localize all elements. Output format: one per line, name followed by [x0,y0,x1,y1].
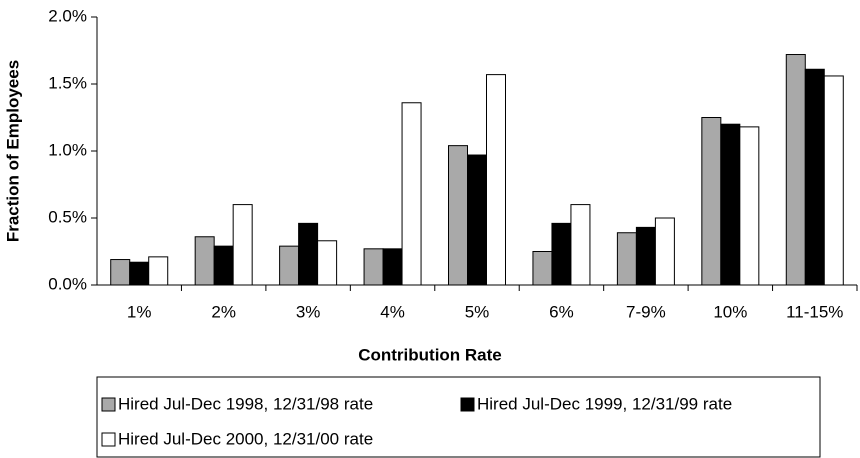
bar [616,232,637,286]
bar [785,54,806,286]
x-tick-label: 7-9% [626,302,666,321]
x-tick-label: 2% [211,302,236,321]
bar [739,126,760,286]
y-tick-label: 1.0% [48,140,87,159]
bar [213,245,234,286]
bar [382,248,403,286]
bar [110,259,131,286]
y-tick-label: 2.0% [48,6,87,25]
bar [467,154,487,286]
bar [279,245,300,286]
x-tick-label: 6% [549,302,574,321]
legend-label: Hired Jul-Dec 1999, 12/31/99 rate [477,394,732,413]
bar [654,217,675,286]
bar [804,68,825,286]
x-axis-title: Contribution Rate [358,345,502,364]
y-tick-label: 0.0% [48,274,87,293]
x-tick-label: 10% [713,302,747,321]
y-axis-title: Fraction of Employees [3,60,22,242]
x-tick-label: 1% [127,302,152,321]
bar [570,204,591,286]
bar [363,248,384,286]
bar [129,261,150,286]
legend-label: Hired Jul-Dec 1998, 12/31/98 rate [118,394,373,413]
x-tick-label: 4% [380,302,405,321]
bar [317,240,338,286]
bar [823,75,844,286]
bar [148,256,169,286]
bar [635,226,656,286]
bar [298,222,319,286]
bar [701,117,722,286]
legend-box [96,376,821,458]
bar [486,74,506,286]
bar [551,222,572,286]
bar [401,102,422,286]
bar [232,204,253,286]
x-tick-label: 11-15% [786,302,843,321]
legend-swatch [101,397,116,412]
legend-label: Hired Jul-Dec 2000, 12/31/00 rate [118,429,373,448]
bar [194,236,215,286]
legend-swatch [101,432,116,447]
y-tick-label: 0.5% [48,207,87,226]
bar [532,251,553,286]
x-tick-label: 3% [296,302,321,321]
legend-swatch [460,397,475,412]
bar [720,123,741,286]
bar [448,145,468,286]
y-tick-label: 1.5% [48,73,87,92]
x-tick-label: 5% [465,302,490,321]
